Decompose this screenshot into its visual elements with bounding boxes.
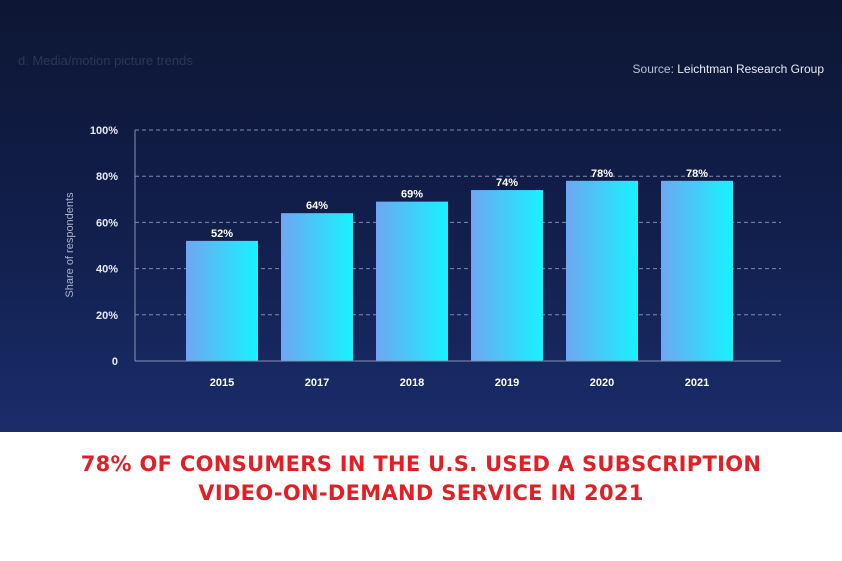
source-note: Source: Leichtman Research Group [633,62,824,76]
x-tick-label: 2015 [210,377,234,389]
bars [186,180,733,361]
x-tick-label: 2021 [685,377,709,389]
x-axis-ticks: 2015 2017 2018 2019 2020 2021 [210,377,709,389]
y-tick-label: 20% [96,310,118,322]
y-axis-ticks: 0 20% 40% 60% 80% 100% [90,125,118,368]
figure-caption: d. Media/motion picture trends [18,53,193,68]
source-prefix: Source: [632,62,674,76]
data-label: 78% [591,168,613,180]
data-label: 74% [496,177,518,189]
y-tick-label: 60% [96,217,118,229]
bar-2017 [281,213,353,361]
source-name: Leichtman Research Group [677,62,824,76]
headline-line-2: VIDEO-ON-DEMAND SERVICE IN 2021 [198,481,644,505]
y-axis-label: Share of respondents [64,192,76,298]
bar-2020 [566,180,638,361]
headline: 78% OF CONSUMERS IN THE U.S. USED A SUBS… [0,450,842,508]
x-tick-label: 2020 [590,377,614,389]
bar-2019 [471,190,543,361]
y-tick-label: 0 [112,356,118,368]
y-tick-label: 80% [96,171,118,183]
data-label: 78% [686,168,708,180]
x-tick-label: 2018 [400,377,424,389]
chart-panel: d. Media/motion picture trends Source: L… [0,0,842,432]
y-tick-label: 100% [90,125,118,137]
x-tick-label: 2017 [305,377,329,389]
bar-2015 [186,240,258,361]
bar-2021 [661,180,733,361]
y-tick-label: 40% [96,264,118,276]
data-label: 64% [306,200,328,212]
headline-line-1: 78% OF CONSUMERS IN THE U.S. USED A SUBS… [80,452,762,476]
bar-chart: 0 20% 40% 60% 80% 100% Share of respondents 5… [64,125,781,389]
x-tick-label: 2019 [495,377,519,389]
data-label: 69% [401,189,423,201]
data-labels: 52% 64% 69% 74% 78% 78% [211,168,708,240]
data-label: 52% [211,228,233,240]
bar-2018 [376,201,448,361]
